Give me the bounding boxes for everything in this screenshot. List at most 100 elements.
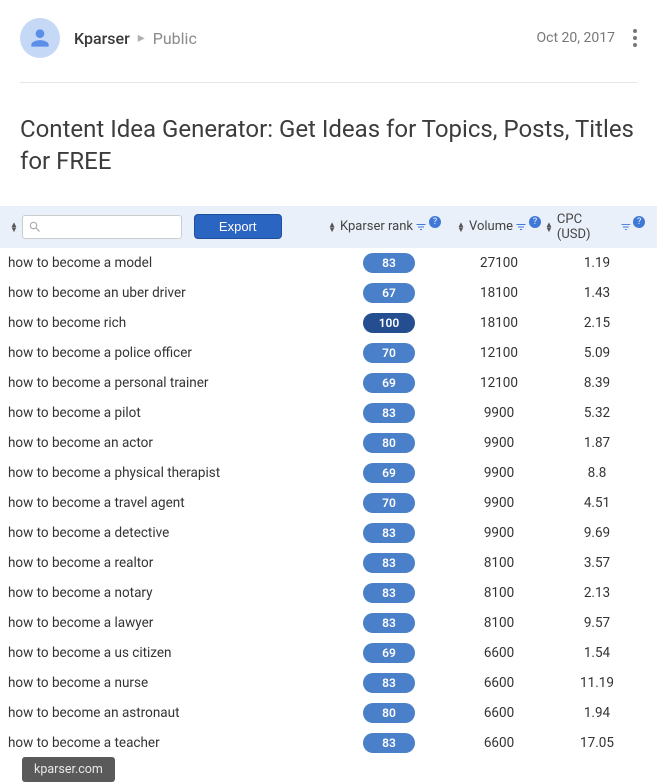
table-row[interactable]: how to become an actor 80 99001.87 xyxy=(0,428,657,458)
table-row[interactable]: how to become a lawyer 83 81009.57 xyxy=(0,608,657,638)
volume-cell: 18100 xyxy=(449,315,549,331)
source-pill[interactable]: kparser.com xyxy=(22,757,115,782)
rank-badge: 69 xyxy=(363,373,415,393)
table-row[interactable]: how to become a notary8381002.13 xyxy=(0,578,657,608)
rank-badge: 70 xyxy=(363,343,415,363)
cpc-cell: 1.54 xyxy=(549,645,649,661)
keyword-cell: how to become a us citizen xyxy=(8,645,329,661)
rank-badge: 83 xyxy=(363,553,415,573)
cpc-cell: 9.57 xyxy=(549,615,649,631)
table-row[interactable]: how to become a teacher83660017.05 xyxy=(0,728,657,758)
rank-cell: 83 xyxy=(329,733,449,753)
keyword-cell: how to become an uber driver xyxy=(8,285,329,301)
table-row[interactable]: how to become a model83271001.19 xyxy=(0,248,657,278)
keyword-cell: how to become a nurse xyxy=(8,675,329,691)
search-input[interactable] xyxy=(22,215,182,239)
table-row[interactable]: how to become a detective 83 99009.69 xyxy=(0,518,657,548)
keyword-cell: how to become an actor xyxy=(8,435,329,451)
volume-cell: 9900 xyxy=(449,435,549,451)
table-row[interactable]: how to become a us citizen 69 66001.54 xyxy=(0,638,657,668)
rank-cell: 80 xyxy=(329,703,449,723)
keyword-cell: how to become rich xyxy=(8,315,329,331)
table-row[interactable]: how to become a personal trainer69121008… xyxy=(0,368,657,398)
table-row[interactable]: how to become a nurse83660011.19 xyxy=(0,668,657,698)
keyword-cell: how to become a physical therapist xyxy=(8,465,329,481)
volume-cell: 6600 xyxy=(449,735,549,751)
help-icon[interactable]: ? xyxy=(529,216,541,228)
help-icon[interactable]: ? xyxy=(429,216,441,228)
volume-cell: 9900 xyxy=(449,525,549,541)
rank-cell: 100 xyxy=(329,313,449,333)
more-menu-icon[interactable] xyxy=(633,26,637,50)
volume-cell: 18100 xyxy=(449,285,549,301)
rank-badge: 80 xyxy=(363,703,415,723)
rank-cell: 80 xyxy=(329,433,449,453)
filter-icon[interactable] xyxy=(415,221,427,233)
rank-badge: 83 xyxy=(363,583,415,603)
filter-icon[interactable] xyxy=(620,221,632,233)
rank-cell: 83 xyxy=(329,673,449,693)
column-headers: ▲▼ Kparser rank ? ▲▼ Volume ? ▲▼ CPC (US… xyxy=(311,212,651,242)
volume-cell: 12100 xyxy=(449,345,549,361)
keyword-cell: how to become a detective xyxy=(8,525,329,541)
volume-cell: 6600 xyxy=(449,645,549,661)
filter-icon[interactable] xyxy=(515,221,527,233)
rank-cell: 83 xyxy=(329,553,449,573)
column-label: Kparser rank xyxy=(340,219,413,234)
visibility-label: Public xyxy=(153,29,197,48)
rank-badge: 67 xyxy=(363,283,415,303)
volume-cell: 9900 xyxy=(449,495,549,511)
sort-icon[interactable]: ▲▼ xyxy=(457,222,465,232)
cpc-cell: 1.87 xyxy=(549,435,649,451)
volume-cell: 9900 xyxy=(449,405,549,421)
table-row[interactable]: how to become an astronaut8066001.94 xyxy=(0,698,657,728)
volume-cell: 8100 xyxy=(449,615,549,631)
rank-cell: 69 xyxy=(329,463,449,483)
rank-badge: 83 xyxy=(363,403,415,423)
rank-badge: 69 xyxy=(363,643,415,663)
table-row[interactable]: how to become a pilot8399005.32 xyxy=(0,398,657,428)
author-avatar[interactable] xyxy=(20,18,60,58)
table-row[interactable]: how to become a travel agent7099004.51 xyxy=(0,488,657,518)
keyword-cell: how to become a personal trainer xyxy=(8,375,329,391)
rank-cell: 83 xyxy=(329,523,449,543)
rank-cell: 69 xyxy=(329,643,449,663)
cpc-cell: 8.39 xyxy=(549,375,649,391)
column-header-rank[interactable]: ▲▼ Kparser rank ? xyxy=(311,219,441,234)
export-button[interactable]: Export xyxy=(194,214,282,239)
cpc-cell: 11.19 xyxy=(549,675,649,691)
table-row[interactable]: how to become rich100181002.15 xyxy=(0,308,657,338)
table-row[interactable]: how to become an uber driver67181001.43 xyxy=(0,278,657,308)
keyword-cell: how to become a travel agent xyxy=(8,495,329,511)
volume-cell: 6600 xyxy=(449,705,549,721)
rank-badge: 80 xyxy=(363,433,415,453)
table-row[interactable]: how to become a realtor8381003.57 xyxy=(0,548,657,578)
cpc-cell: 17.05 xyxy=(549,735,649,751)
table-row[interactable]: how to become a police officer70121005.0… xyxy=(0,338,657,368)
breadcrumb-separator-icon: ▸ xyxy=(138,30,145,46)
rank-cell: 67 xyxy=(329,283,449,303)
column-label: CPC (USD) xyxy=(557,212,618,242)
post-date: Oct 20, 2017 xyxy=(537,30,615,46)
sort-icon[interactable]: ▲▼ xyxy=(328,222,336,232)
table-toolbar: ▲▼ Export ▲▼ Kparser rank ? ▲▼ Volume ? … xyxy=(0,206,657,248)
table-row[interactable]: how to become a physical therapist699900… xyxy=(0,458,657,488)
rank-badge: 69 xyxy=(363,463,415,483)
sort-icon[interactable]: ▲▼ xyxy=(10,222,18,232)
keyword-cell: how to become a lawyer xyxy=(8,615,329,631)
rank-cell: 69 xyxy=(329,373,449,393)
column-header-volume[interactable]: ▲▼ Volume ? xyxy=(441,219,541,234)
cpc-cell: 5.09 xyxy=(549,345,649,361)
column-header-cpc[interactable]: ▲▼ CPC (USD) ? xyxy=(541,212,651,242)
author-name[interactable]: Kparser xyxy=(74,29,130,48)
rank-badge: 83 xyxy=(363,613,415,633)
keyword-cell: how to become a pilot xyxy=(8,405,329,421)
rank-badge: 83 xyxy=(363,523,415,543)
page-title: Content Idea Generator: Get Ideas for To… xyxy=(0,83,657,206)
cpc-cell: 9.69 xyxy=(549,525,649,541)
search-wrapper xyxy=(22,215,182,239)
sort-icon[interactable]: ▲▼ xyxy=(545,222,553,232)
help-icon[interactable]: ? xyxy=(633,216,645,228)
rank-cell: 83 xyxy=(329,253,449,273)
rank-cell: 83 xyxy=(329,613,449,633)
